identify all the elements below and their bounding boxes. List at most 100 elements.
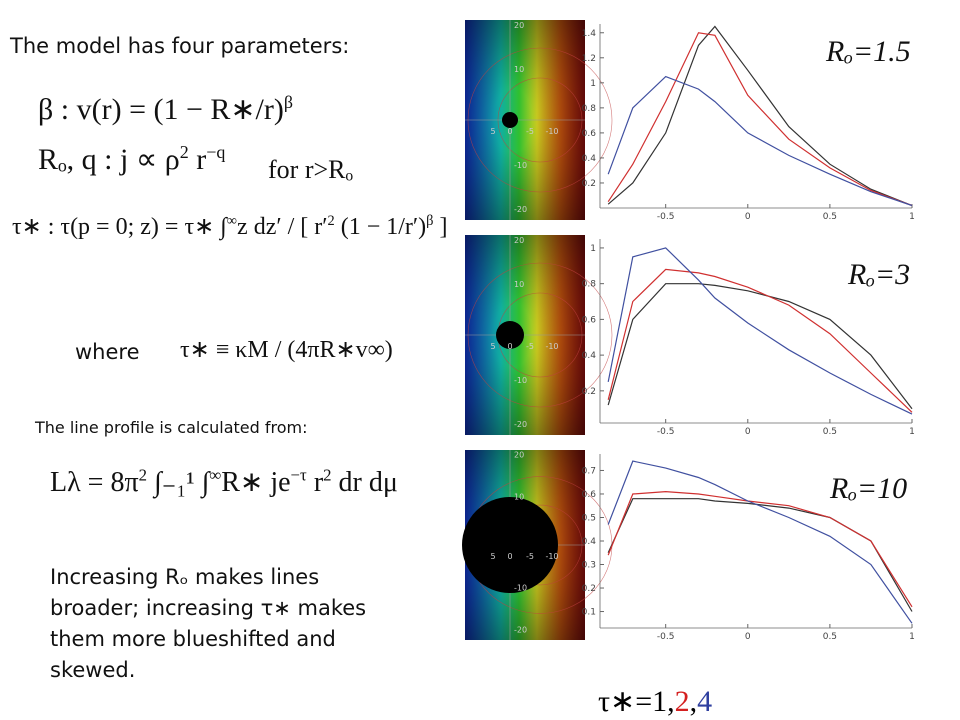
equation: τ∗ : τ(p = 0; z) = τ∗ ∫∞z dz′ / [ r′2 (1… (12, 212, 447, 241)
equation-part: τ∗ : τ(p = 0; z) = τ∗ ∫ (12, 214, 227, 240)
equation: Rₒ, q : j ∝ ρ2 r−q (38, 142, 225, 177)
map-tick-label: -20 (514, 420, 527, 429)
star-disk (496, 321, 524, 349)
equation-part: r (306, 467, 324, 498)
y-tick-label: 0.8 (582, 280, 597, 290)
map-tick-label: -10 (514, 376, 527, 385)
x-tick-label: 0.5 (823, 212, 837, 222)
y-tick-label: 0.6 (582, 490, 597, 500)
equation-part: 2 (138, 465, 147, 485)
profile-line (607, 75, 913, 207)
equation-part: Lλ = 8π (50, 467, 139, 498)
map-tick-label: 0 (507, 552, 512, 561)
equation-part: r (188, 143, 207, 176)
star-disk (502, 112, 518, 128)
y-tick-label: 0.1 (582, 608, 596, 618)
equation: Lλ = 8π2 ∫₋₁¹ ∫∞R∗ je−τ r2 dr dμ (50, 465, 398, 499)
map-tick-label: 10 (514, 65, 524, 74)
equation-part: ∫₋₁¹ ∫ (147, 467, 210, 498)
equation-part: β (426, 213, 434, 229)
equation: τ∗ ≡ κM / (4πR∗v∞) (180, 335, 393, 364)
x-tick-label: 1 (909, 212, 915, 222)
x-tick-label: -0.5 (657, 632, 675, 642)
y-tick-label: 0.4 (582, 351, 597, 361)
tau-note: τ∗=1,2,4 (598, 684, 712, 719)
equation-part: , (689, 685, 698, 718)
equation-part: R∗ je (221, 467, 291, 498)
x-tick-label: 0 (745, 632, 751, 642)
y-tick-label: 0.6 (582, 315, 597, 325)
map-tick-label: 20 (514, 236, 524, 245)
map-tick-label: -10 (545, 552, 558, 561)
equation-part: 2 (327, 213, 335, 229)
where-label: where (75, 340, 140, 364)
equation-part: −τ (290, 465, 307, 485)
map-tick-label: 5 (490, 127, 495, 136)
condition-label: for r>Rₒ (268, 155, 353, 184)
map-tick-label: -10 (514, 161, 527, 170)
y-tick-label: 0.2 (582, 584, 596, 594)
x-tick-label: 0.5 (823, 427, 837, 437)
y-tick-label: 0.5 (582, 513, 596, 523)
profile-line (607, 247, 913, 415)
equation-part: 1 (652, 685, 668, 718)
y-tick-label: 0.8 (582, 104, 597, 114)
map-tick-label: 5 (490, 552, 495, 561)
profile-intro: The line profile is calculated from: (35, 418, 308, 437)
y-tick-label: 0.7 (582, 466, 596, 476)
y-tick-label: 1.4 (582, 29, 597, 39)
star-disk (462, 497, 558, 593)
map-tick-label: -10 (514, 584, 527, 593)
map-tick-label: -5 (526, 552, 534, 561)
equation-part: ∞ (226, 213, 238, 229)
profile-line (607, 460, 913, 624)
x-tick-label: 1 (909, 632, 915, 642)
y-tick-label: 0.2 (582, 387, 596, 397)
equation-part: 2 (323, 465, 332, 485)
equation-part: ∞ (209, 465, 222, 485)
x-tick-label: 1 (909, 427, 915, 437)
profile-line (607, 25, 913, 207)
profile-line (607, 32, 913, 207)
y-tick-label: 0.6 (582, 129, 597, 139)
map-tick-label: 5 (490, 342, 495, 351)
equation-part: (1 − 1/r′) (334, 214, 427, 240)
map-tick-label: 20 (514, 451, 524, 460)
y-tick-label: 1 (590, 244, 596, 254)
y-tick-label: 1.2 (582, 54, 596, 64)
y-tick-label: 1 (590, 79, 596, 89)
y-tick-label: 0.4 (582, 154, 597, 164)
profile-line (607, 490, 913, 608)
profile-line (607, 268, 913, 413)
profile-line (607, 283, 913, 410)
panel-label: Rₒ=1.5 (826, 35, 911, 68)
map-tick-label: 0 (507, 127, 512, 136)
intro-text: The model has four parameters: (10, 34, 350, 58)
equation-part: 2 (674, 685, 690, 718)
equation: β : v(r) = (1 − R∗/r)β (38, 92, 293, 127)
equation-part: τ∗ ≡ κM / (4πR∗v∞) (180, 337, 393, 363)
equation-part: 2 (179, 142, 189, 162)
map-tick-label: -10 (545, 342, 558, 351)
equation-part: β (283, 92, 294, 112)
x-tick-label: 0 (745, 212, 751, 222)
x-tick-label: 0 (745, 427, 751, 437)
equation-part: ] (433, 214, 448, 240)
map-tick-label: -10 (545, 127, 558, 136)
y-tick-label: 0.3 (582, 561, 596, 571)
map-tick-label: 20 (514, 21, 524, 30)
equation-part: dr dμ (331, 467, 398, 498)
conclusion-text: Increasing Rₒ makes lines broader; incre… (50, 565, 367, 682)
x-tick-label: -0.5 (657, 427, 675, 437)
x-tick-label: 0.5 (823, 632, 837, 642)
map-tick-label: 10 (514, 280, 524, 289)
equation-part: Rₒ, q : j ∝ ρ (38, 143, 180, 176)
equation-part: 4 (697, 685, 713, 718)
map-tick-label: 0 (507, 342, 512, 351)
map-tick-label: 10 (514, 492, 524, 501)
equation-part: , (667, 685, 675, 718)
y-tick-label: 0.4 (582, 537, 597, 547)
profile-line (607, 498, 913, 612)
